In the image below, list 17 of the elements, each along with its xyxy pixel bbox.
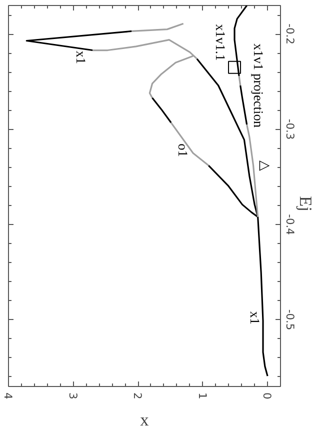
annotation: x1	[248, 311, 263, 325]
y-tick-label: -0.3	[284, 118, 296, 140]
annotation: △	[258, 160, 273, 171]
x-tick-label: 0	[260, 392, 274, 400]
y-tick-label: -0.5	[284, 309, 296, 330]
annotation: x1v1.1	[213, 24, 228, 61]
y-tick-label: -0.4	[284, 214, 296, 236]
x-tick-label: 1	[196, 392, 209, 400]
y-axis-title: Ej	[296, 196, 315, 212]
y-tick-label: -0.2	[284, 24, 296, 44]
annotation: x1v1 projection	[250, 44, 266, 128]
x-axis-title: x	[140, 410, 150, 430]
annotation: x1	[74, 50, 89, 64]
x-tick-label: 4	[2, 392, 14, 400]
x-tick-label: 3	[66, 392, 80, 400]
x-tick-label: 2	[131, 392, 144, 400]
annotation: o1	[176, 144, 191, 157]
